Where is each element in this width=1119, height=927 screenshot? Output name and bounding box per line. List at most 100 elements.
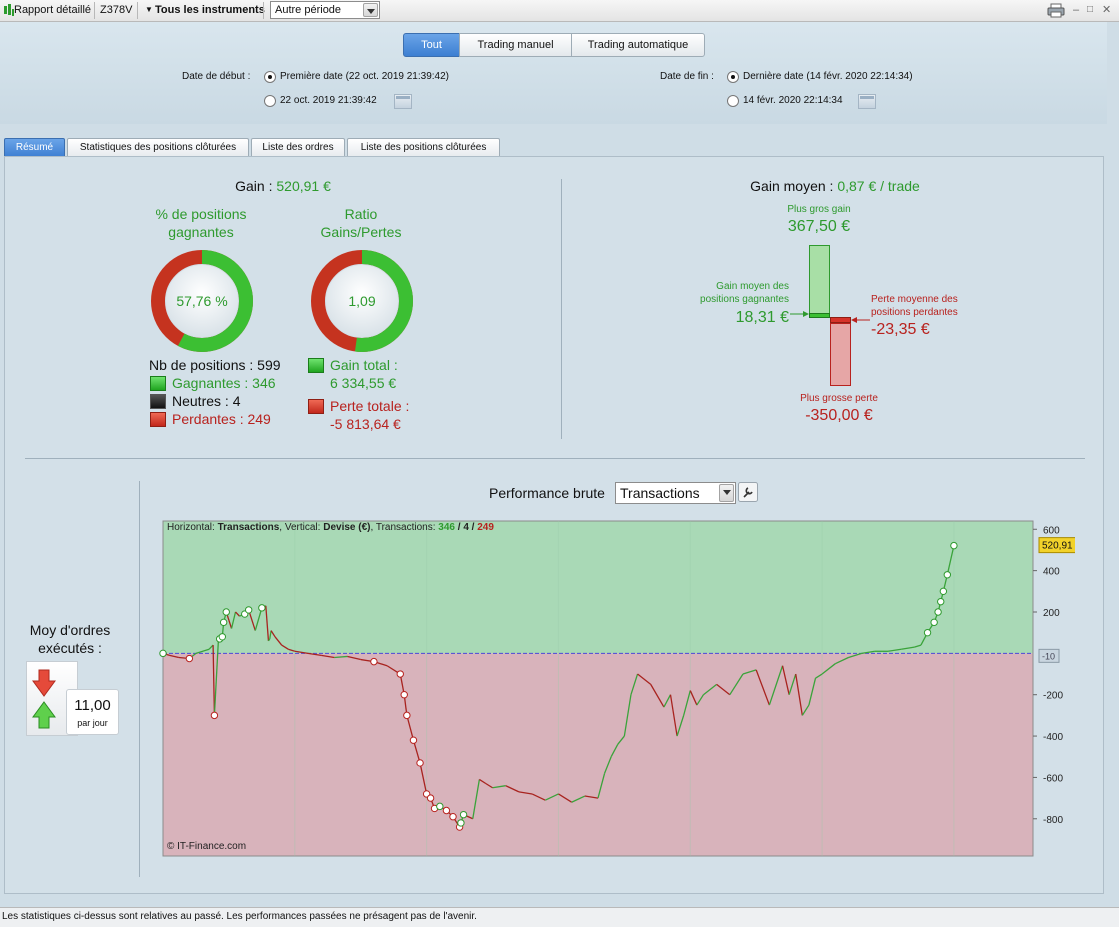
plot-border — [162, 520, 1034, 857]
gain-total-label: Gain total : — [330, 357, 398, 373]
equity-segment — [479, 778, 487, 785]
info-loss: 249 — [477, 522, 494, 533]
neutres-count: Neutres : 4 — [172, 393, 241, 409]
performance-select[interactable]: Transactions — [615, 482, 736, 504]
equity-segment — [742, 669, 757, 675]
equity-segment — [419, 762, 428, 795]
info-h-label: Horizontal: — [167, 522, 215, 533]
tab-resume[interactable]: Résumé — [4, 138, 65, 157]
avg-loss-value: -23,35 € — [871, 321, 930, 338]
equity-segment — [848, 652, 862, 659]
close-icon[interactable]: ✕ — [1102, 4, 1112, 16]
equity-segment — [781, 665, 790, 695]
equity-segment — [281, 644, 289, 650]
gain-label: Gain : — [235, 178, 273, 194]
gain-total-value: 6 334,55 € — [330, 375, 397, 391]
win-rate-donut: 57,76 % — [151, 250, 253, 352]
calendar-icon[interactable] — [858, 94, 876, 109]
trade-marker — [426, 794, 435, 802]
ratio-title-line-1: Ratio — [344, 206, 378, 222]
equity-segment — [914, 644, 922, 648]
perdantes-count: Perdantes : 249 — [172, 411, 271, 427]
chevron-down-icon: ▼ — [145, 5, 153, 14]
trade-marker — [950, 541, 958, 550]
footer-disclaimer: Les statistiques ci-dessus sont relative… — [0, 907, 1119, 927]
equity-segment — [676, 715, 685, 737]
trade-marker — [210, 711, 219, 720]
equity-segment — [821, 663, 836, 675]
equity-segment — [267, 638, 271, 642]
equity-segment — [887, 648, 902, 652]
orders-unit: par jour — [77, 718, 108, 728]
pct-value: 57,76 % — [176, 293, 227, 309]
tab-liste-positions[interactable]: Liste des positions clôturées — [347, 138, 500, 157]
period-select[interactable]: Autre période — [270, 1, 380, 19]
equity-segment — [603, 756, 612, 774]
summary-panel: Gain : 520,91 € % de positions gagnantes… — [4, 156, 1104, 894]
pct-title: % de positions gagnantes — [131, 205, 271, 241]
instruments-menu[interactable]: Tous les instruments — [155, 4, 265, 16]
orders-label-line-1: Moy d'ordres — [29, 622, 111, 638]
print-icon[interactable] — [1047, 3, 1065, 18]
trade-marker — [939, 587, 948, 596]
donut-center — [326, 265, 398, 337]
equity-segment — [274, 636, 283, 646]
settings-panel: Tout Trading manuel Trading automatique … — [0, 22, 1107, 124]
start-first-date-radio[interactable] — [264, 71, 276, 83]
y-tick-label: 200 — [1043, 608, 1060, 619]
divider — [561, 179, 562, 439]
end-custom-date-value: 14 févr. 2020 22:14:34 — [743, 95, 843, 106]
equity-segment — [235, 611, 240, 617]
equity-segment — [637, 673, 652, 685]
trade-marker — [396, 670, 404, 678]
maximize-icon[interactable]: □ — [1087, 4, 1094, 15]
equity-segment — [321, 654, 335, 659]
equity-segment — [788, 673, 797, 695]
account-label[interactable]: Z378V — [100, 4, 133, 16]
trade-marker — [403, 711, 411, 720]
y-tick-label: -200 — [1043, 691, 1063, 702]
chevron-down-icon — [719, 484, 734, 502]
orders-label-line-2: exécutés : — [38, 640, 102, 656]
avg-gain-header: Gain moyen : 0,87 € / trade — [565, 178, 1105, 194]
equity-segment — [755, 669, 770, 706]
trade-marker — [934, 608, 942, 616]
current-value-badge — [1038, 537, 1075, 554]
equity-segment — [270, 630, 276, 638]
minimize-icon[interactable]: – — [1073, 4, 1080, 16]
chart-icon — [4, 4, 14, 16]
trade-marker — [943, 571, 952, 579]
equity-segment — [269, 630, 272, 639]
wrench-icon[interactable] — [738, 482, 758, 502]
end-last-date-radio[interactable] — [727, 71, 739, 83]
tab-trading-manuel[interactable]: Trading manuel — [459, 33, 572, 57]
tab-trading-automatique[interactable]: Trading automatique — [571, 33, 705, 57]
avg-loss-bar — [830, 317, 851, 323]
equity-segment — [703, 683, 718, 696]
equity-segment — [294, 650, 309, 654]
orders-label: Moy d'ordres exécutés : — [5, 621, 135, 657]
end-custom-date-radio[interactable] — [727, 95, 739, 107]
trade-marker — [442, 806, 451, 815]
info-v-value: Devise (€) — [323, 522, 370, 533]
tab-liste-ordres[interactable]: Liste des ordres — [251, 138, 345, 157]
max-loss-label: Plus grosse perte — [800, 393, 878, 404]
equity-segment — [584, 795, 599, 799]
zero-value-badge — [1038, 648, 1060, 663]
equity-segment — [617, 735, 625, 745]
max-gain-value: 367,50 € — [787, 218, 851, 235]
start-custom-date-radio[interactable] — [264, 95, 276, 107]
equity-segment — [531, 793, 546, 801]
trade-marker — [457, 819, 465, 827]
equity-segment — [669, 694, 678, 737]
equity-segment — [650, 684, 665, 708]
orders-value-box: 11,00 par jour — [66, 689, 119, 735]
calendar-icon[interactable] — [394, 94, 412, 109]
report-label[interactable]: Rapport détaillé — [14, 4, 92, 16]
donut-win-arc — [311, 250, 413, 352]
tab-statistiques[interactable]: Statistiques des positions clôturées — [67, 138, 249, 157]
trade-marker — [416, 759, 424, 767]
max-gain-label: Plus gros gain — [787, 204, 851, 215]
avg-loss-label-line-1: Perte moyenne des — [871, 294, 958, 305]
tab-tout[interactable]: Tout — [403, 33, 460, 57]
